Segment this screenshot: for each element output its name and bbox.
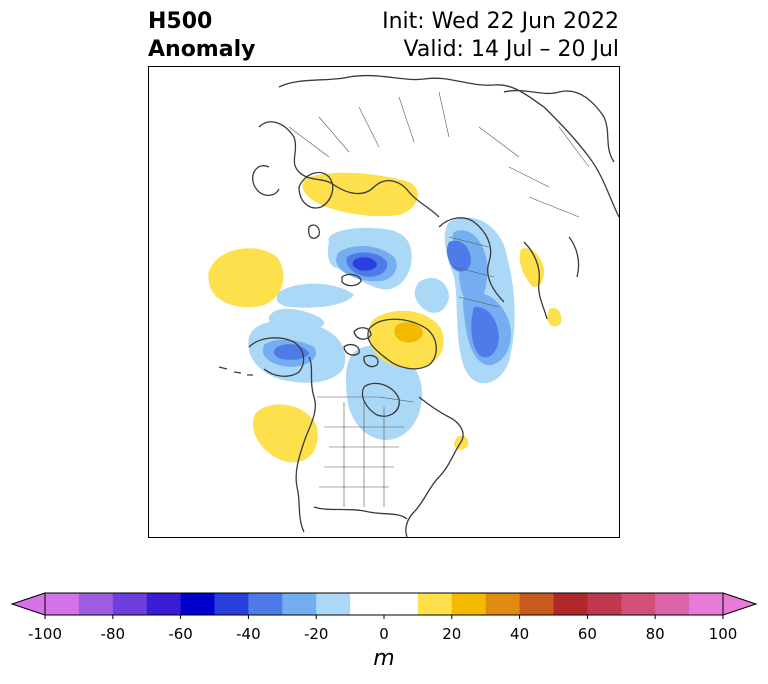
colorbar-bin	[689, 593, 724, 615]
map-title-left: H500 Anomaly	[148, 8, 255, 64]
europe-coastline	[258, 121, 440, 218]
positive-anomaly-core	[394, 322, 423, 343]
negative-anomaly-region	[268, 308, 325, 329]
negative-anomaly-region	[345, 345, 423, 440]
colorbar-tick-label: -20	[303, 625, 329, 643]
colorbar-bin	[519, 593, 554, 615]
negative-anomaly-region	[414, 277, 449, 313]
kamchatka-coastline	[523, 241, 548, 320]
arctic-archipelago	[343, 327, 379, 368]
colorbar-bin	[485, 593, 521, 615]
colorbar-tick-label: -80	[100, 625, 126, 643]
positive-anomaly-region	[208, 248, 284, 308]
colorbar-bin	[146, 593, 182, 615]
border-line	[343, 402, 385, 507]
positive-anomaly-region	[253, 404, 318, 463]
colorbar-bin	[655, 593, 690, 615]
positive-anomaly-region	[547, 307, 562, 327]
border-line	[478, 126, 590, 218]
colorbar-tick-label: 60	[577, 625, 597, 643]
coastlines	[218, 74, 619, 537]
colorbar-bins	[45, 593, 724, 615]
colorbar-bin	[282, 593, 317, 615]
negative-anomaly-core	[446, 240, 471, 272]
colorbar	[10, 592, 758, 619]
colorbar-bin	[316, 593, 351, 615]
north-america-east-coast	[405, 396, 464, 537]
colorbar-bin	[587, 593, 622, 615]
alaska-coastline	[248, 337, 305, 377]
border-line	[448, 236, 500, 308]
colorbar-tick-label: 0	[379, 625, 389, 643]
asia-coastline	[503, 89, 615, 163]
negative-anomaly-core	[471, 306, 499, 358]
colorbar-over-arrow	[722, 592, 758, 616]
colorbar-bin	[214, 593, 249, 615]
gulf-coast	[313, 506, 408, 520]
colorbar-tick-label: 80	[645, 625, 665, 643]
colorbar-bin	[112, 593, 148, 615]
valid-range: Valid: 14 Jul – 20 Jul	[403, 37, 619, 62]
colorbar-bin	[45, 593, 80, 615]
map-canvas	[208, 74, 619, 537]
anomaly-fills	[208, 172, 562, 463]
japan-coastline	[568, 236, 580, 278]
aleutian-islands	[218, 366, 253, 376]
colorbar-unit-label: m	[373, 646, 395, 671]
greenland-coastline	[367, 318, 437, 370]
colorbar-tick-marks	[44, 615, 724, 619]
title-field: Anomaly	[148, 37, 256, 62]
north-america-coastline	[295, 356, 316, 533]
anomaly-map	[148, 66, 620, 538]
colorbar-tick-label: -60	[168, 625, 193, 643]
british-isles	[308, 224, 320, 239]
negative-anomaly-region	[276, 283, 354, 308]
colorbar-bin	[451, 593, 487, 615]
title-variable: H500	[148, 9, 213, 34]
colorbar-tick-label: -100	[27, 625, 63, 643]
colorbar-tick-label: -40	[236, 625, 261, 643]
iceland	[341, 273, 362, 287]
eurasia-coastline	[278, 74, 619, 218]
colorbar-bin	[180, 593, 215, 615]
colorbar-bin	[350, 593, 385, 615]
positive-anomaly-region	[519, 248, 545, 288]
hudson-bay	[361, 382, 400, 417]
colorbar-bin	[384, 593, 419, 615]
border-line	[288, 91, 450, 158]
iberia-coastline	[252, 165, 280, 196]
colorbar-under-arrow	[10, 592, 46, 616]
colorbar-bin	[417, 593, 453, 615]
siberia-coastline	[438, 217, 505, 303]
colorbar-bin	[553, 593, 588, 615]
negative-anomaly-peak	[352, 257, 377, 271]
colorbar-tick-label: 40	[510, 625, 530, 643]
political-borders	[288, 91, 590, 507]
init-date: Init: Wed 22 Jun 2022	[382, 9, 619, 34]
colorbar-bin	[621, 593, 656, 615]
colorbar-bin	[248, 593, 283, 615]
colorbar-bin	[78, 593, 114, 615]
scandinavia-coastline	[298, 171, 334, 209]
map-title-right: Init: Wed 22 Jun 2022 Valid: 14 Jul – 20…	[382, 8, 619, 64]
colorbar-tick-label: 100	[708, 625, 738, 643]
colorbar-tick-label: 20	[442, 625, 462, 643]
border-line	[317, 396, 415, 403]
